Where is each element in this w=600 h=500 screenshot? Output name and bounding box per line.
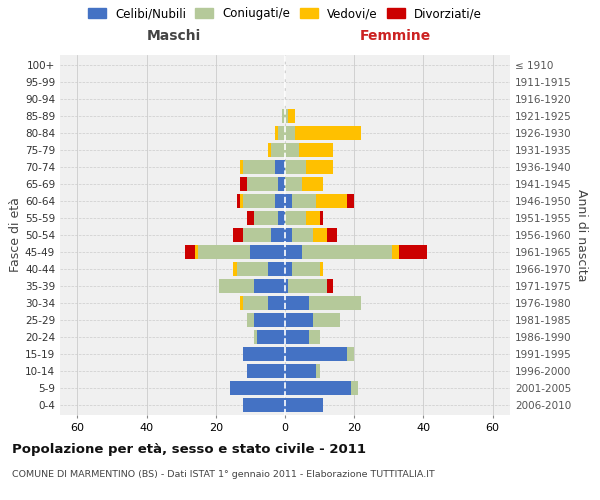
Bar xyxy=(285,330,309,344)
Text: Femmine: Femmine xyxy=(360,29,431,43)
Bar xyxy=(316,194,347,208)
Bar xyxy=(254,313,285,326)
Bar xyxy=(285,398,323,411)
Bar xyxy=(285,313,313,326)
Bar xyxy=(247,211,254,225)
Y-axis label: Fasce di età: Fasce di età xyxy=(9,198,22,272)
Bar xyxy=(292,194,316,208)
Bar xyxy=(247,178,278,191)
Bar xyxy=(306,160,334,174)
Bar xyxy=(244,228,271,242)
Bar xyxy=(250,245,285,259)
Bar xyxy=(320,262,323,276)
Bar xyxy=(313,228,326,242)
Bar xyxy=(285,178,302,191)
Bar xyxy=(233,262,236,276)
Bar xyxy=(240,194,244,208)
Bar xyxy=(295,126,361,140)
Bar xyxy=(285,381,351,394)
Bar xyxy=(233,228,244,242)
Bar xyxy=(240,160,244,174)
Bar xyxy=(244,347,285,360)
Bar xyxy=(236,194,240,208)
Bar xyxy=(326,228,337,242)
Bar xyxy=(268,296,285,310)
Bar xyxy=(285,194,292,208)
Text: Maschi: Maschi xyxy=(147,29,202,43)
Bar xyxy=(247,313,254,326)
Y-axis label: Anni di nascita: Anni di nascita xyxy=(575,188,588,281)
Bar xyxy=(244,194,275,208)
Bar xyxy=(313,313,340,326)
Bar xyxy=(285,296,309,310)
Bar xyxy=(302,178,323,191)
Bar xyxy=(254,279,285,292)
Bar xyxy=(285,126,295,140)
Legend: Celibi/Nubili, Coniugati/e, Vedovi/e, Divorziati/e: Celibi/Nubili, Coniugati/e, Vedovi/e, Di… xyxy=(88,8,482,20)
Bar xyxy=(309,330,320,344)
Bar xyxy=(347,194,354,208)
Bar xyxy=(351,381,358,394)
Bar xyxy=(219,279,254,292)
Bar xyxy=(271,144,285,157)
Bar xyxy=(268,262,285,276)
Bar xyxy=(285,262,292,276)
Bar xyxy=(281,110,285,123)
Bar xyxy=(285,211,306,225)
Bar xyxy=(309,296,361,310)
Bar xyxy=(285,347,347,360)
Text: Popolazione per età, sesso e stato civile - 2011: Popolazione per età, sesso e stato civil… xyxy=(12,442,366,456)
Bar xyxy=(236,262,268,276)
Bar xyxy=(285,364,316,378)
Bar xyxy=(275,194,285,208)
Bar xyxy=(320,211,323,225)
Bar xyxy=(244,398,285,411)
Bar xyxy=(285,279,289,292)
Bar xyxy=(247,364,285,378)
Bar xyxy=(326,279,334,292)
Bar xyxy=(285,110,289,123)
Bar xyxy=(285,245,302,259)
Bar xyxy=(285,160,306,174)
Bar xyxy=(254,330,257,344)
Bar xyxy=(195,245,199,259)
Bar xyxy=(306,211,320,225)
Bar xyxy=(257,330,285,344)
Bar xyxy=(285,144,299,157)
Text: COMUNE DI MARMENTINO (BS) - Dati ISTAT 1° gennaio 2011 - Elaborazione TUTTITALIA: COMUNE DI MARMENTINO (BS) - Dati ISTAT 1… xyxy=(12,470,435,479)
Bar xyxy=(399,245,427,259)
Bar xyxy=(244,160,275,174)
Bar xyxy=(240,296,244,310)
Bar xyxy=(285,228,292,242)
Bar xyxy=(271,228,285,242)
Bar xyxy=(254,211,278,225)
Bar xyxy=(278,126,285,140)
Bar xyxy=(244,296,268,310)
Bar xyxy=(292,262,320,276)
Bar xyxy=(299,144,334,157)
Bar xyxy=(199,245,250,259)
Bar xyxy=(268,144,271,157)
Bar xyxy=(240,178,247,191)
Bar xyxy=(275,160,285,174)
Bar xyxy=(392,245,399,259)
Bar xyxy=(347,347,354,360)
Bar xyxy=(289,110,295,123)
Bar xyxy=(292,228,313,242)
Bar xyxy=(278,178,285,191)
Bar xyxy=(302,245,392,259)
Bar xyxy=(316,364,320,378)
Bar xyxy=(185,245,195,259)
Bar xyxy=(230,381,285,394)
Bar xyxy=(289,279,326,292)
Bar xyxy=(278,211,285,225)
Bar xyxy=(275,126,278,140)
